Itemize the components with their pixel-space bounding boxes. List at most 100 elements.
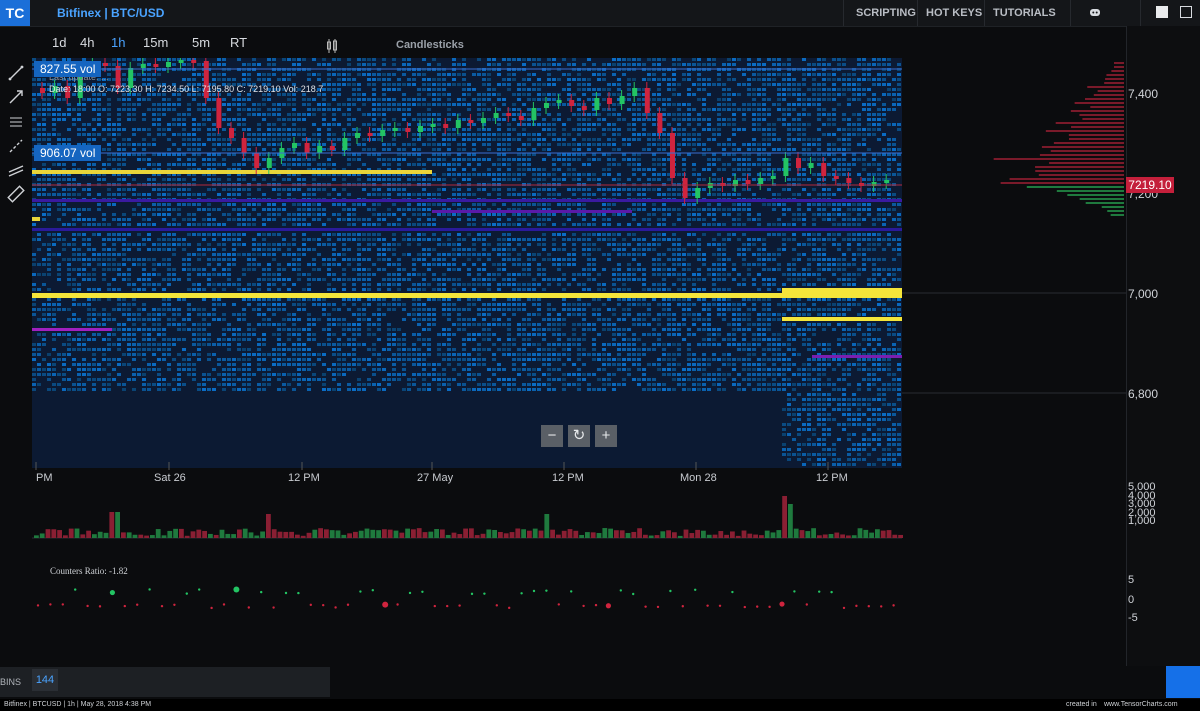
tf-1d[interactable]: 1d [52,35,67,50]
hotkeys-menu[interactable]: HOT KEYS [926,7,983,19]
heat-cell [447,233,451,236]
heat-cell [297,128,301,131]
heat-cell [457,318,461,321]
light-theme-icon[interactable] [1156,6,1168,18]
ray-line-icon[interactable] [7,88,25,106]
heat-cell [107,298,111,301]
heat-cell [292,133,296,136]
heat-cell [277,193,281,196]
scripting-menu[interactable]: SCRIPTING [856,7,916,19]
heat-cell [462,328,466,331]
discord-icon[interactable] [1089,6,1101,18]
heat-cell [397,153,401,156]
candlestick-icon[interactable] [326,38,338,54]
heat-cell [397,188,401,191]
heat-cell [242,103,246,106]
tf-4h[interactable]: 4h [80,35,95,50]
heat-cell [122,233,126,236]
heat-cell [342,353,346,356]
horizontal-lines-icon[interactable] [7,113,25,131]
heat-cell [397,343,401,346]
heat-cell [437,128,441,131]
heat-cell [472,283,476,286]
heat-cell [592,313,596,316]
heat-cell [397,258,401,261]
heat-cell [212,288,216,291]
heat-cell [142,73,146,76]
heat-cell [152,168,156,171]
heat-cell [122,388,126,391]
heat-cell [97,208,101,211]
heat-cell [97,288,101,291]
heat-cell [62,178,66,181]
heat-cell [552,178,556,181]
tf-rt[interactable]: RT [230,35,248,50]
heat-cell [227,348,231,351]
heat-cell [412,238,416,241]
heat-cell [92,348,96,351]
market-title[interactable]: Bitfinex | BTC/USD [57,6,165,20]
heat-cell [452,283,456,286]
heat-cell [447,218,451,221]
heat-cell [377,108,381,111]
heat-cell [177,193,181,196]
heat-cell [147,128,151,131]
heat-cell [407,388,411,391]
heat-cell [287,103,291,106]
heat-cell [467,83,471,86]
heat-cell [487,193,491,196]
heat-cell [57,203,61,206]
heat-cell [392,88,396,91]
heat-cell [417,223,421,226]
heat-cell [157,378,161,381]
heat-cell [77,213,81,216]
heat-cell [342,368,346,371]
heat-cell [477,233,481,236]
heat-cell [187,158,191,161]
app-logo[interactable]: TC [0,0,30,26]
fullscreen-icon[interactable] [1180,6,1192,18]
heat-cell [407,173,411,176]
heat-cell [422,78,426,81]
heat-cell [182,203,186,206]
heat-cell [127,268,131,271]
heat-cell [502,323,506,326]
heat-cell [52,333,56,336]
heat-cell [407,218,411,221]
heat-cell [612,63,616,66]
heat-cell [497,98,501,101]
trend-line-icon[interactable] [7,64,25,82]
channel-icon[interactable] [7,161,25,179]
tf-1h[interactable]: 1h [111,35,126,50]
tf-5m[interactable]: 5m [192,35,211,50]
heat-cell [587,303,591,306]
chart-type-label[interactable]: Candlesticks [396,39,464,51]
tf-15m[interactable]: 15m [143,35,169,50]
heat-cell [277,268,281,271]
heat-cell [292,358,296,361]
heat-cell [297,353,301,356]
heat-cell [332,248,336,251]
ruler-icon[interactable] [7,185,25,203]
heat-cell [382,123,386,126]
heat-cell [432,128,436,131]
orderbook-heatmap-chart[interactable] [32,58,1126,468]
heat-cell [417,338,421,341]
heat-cell [257,283,261,286]
heat-cell [292,163,296,166]
heat-cell [192,338,196,341]
heat-cell [437,148,441,151]
heat-cell [127,338,131,341]
heat-cell [382,103,386,106]
heat-cell [302,153,306,156]
heat-cell [147,208,151,211]
heat-cell [552,123,556,126]
heat-cell [62,78,66,81]
heat-cell [92,83,96,86]
dashed-line-icon[interactable] [7,137,25,155]
heat-cell [302,103,306,106]
heat-cell [432,203,436,206]
heat-cell [592,323,596,326]
tutorials-menu[interactable]: TUTORIALS [993,7,1056,19]
heat-cell [227,143,231,146]
